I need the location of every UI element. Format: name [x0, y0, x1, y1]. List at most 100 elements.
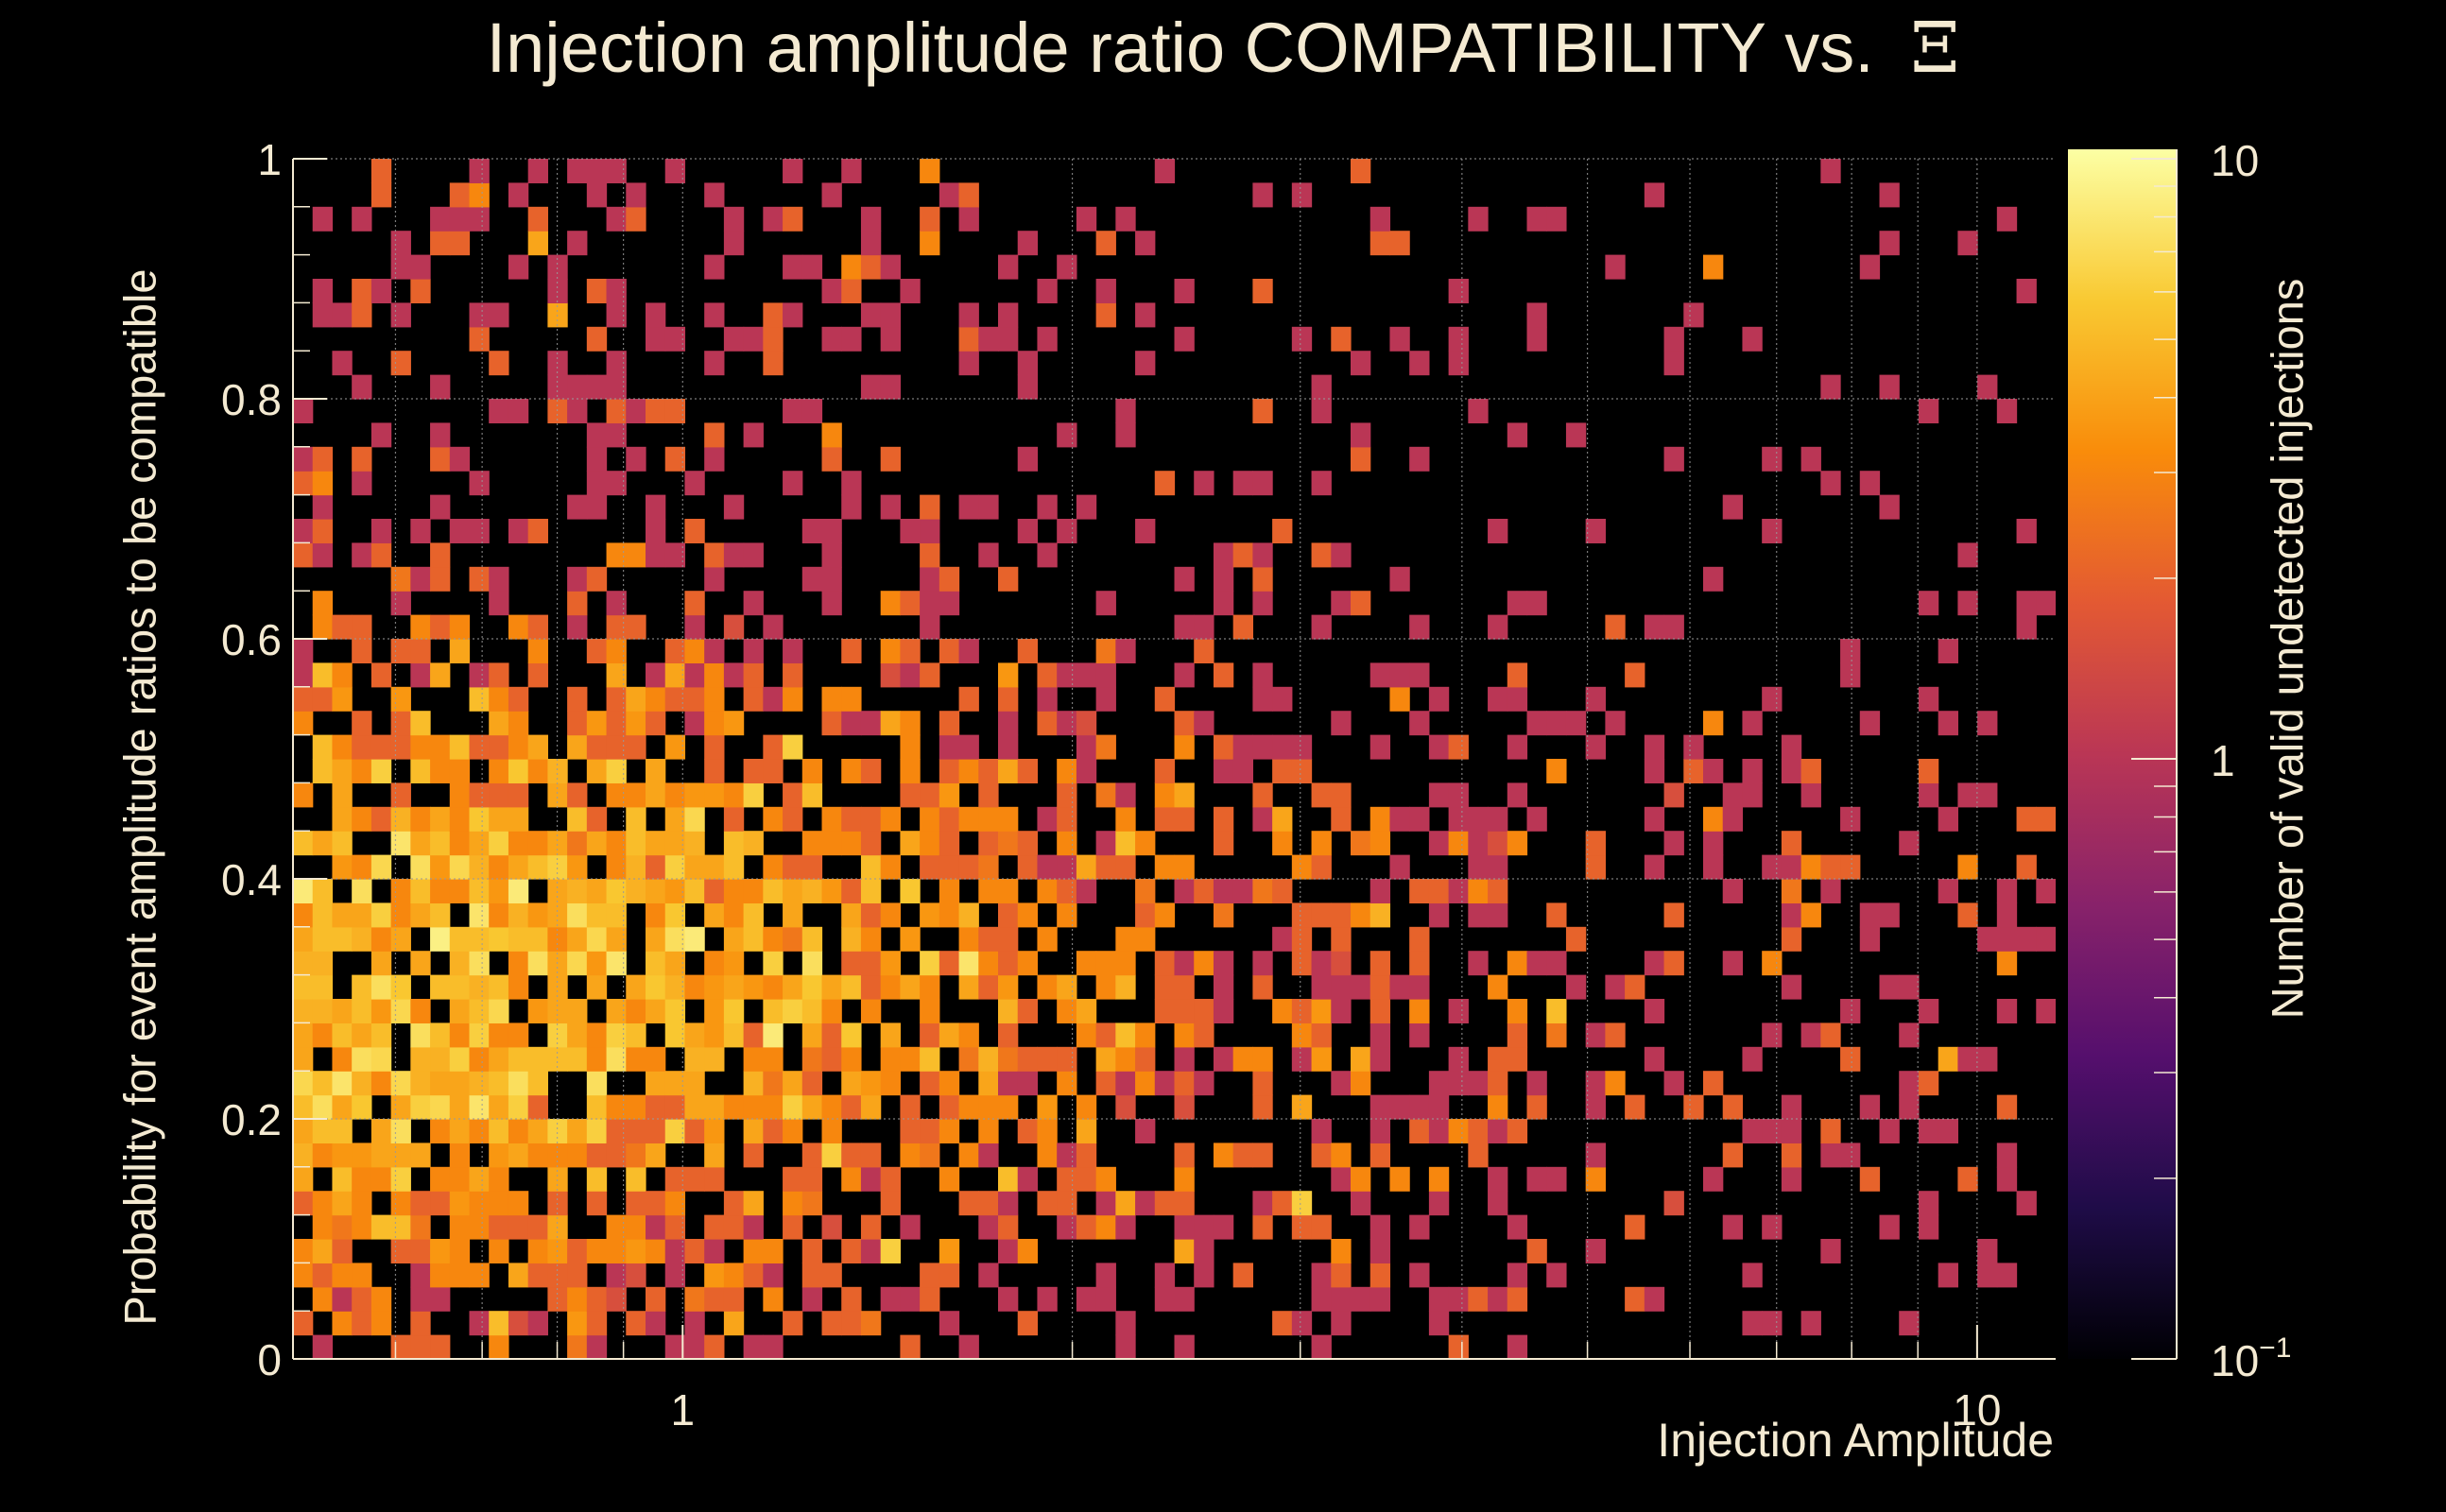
heatmap-cell: [958, 326, 979, 352]
heatmap-cell: [704, 734, 725, 760]
heatmap-cell: [920, 1143, 940, 1168]
heatmap-cell: [1331, 999, 1352, 1023]
heatmap-cell: [900, 831, 921, 856]
heatmap-cell: [527, 951, 548, 976]
heatmap-cell: [390, 831, 411, 856]
heatmap-cell: [664, 1263, 686, 1288]
heatmap-cell: [332, 1143, 353, 1168]
heatmap-cell: [527, 662, 548, 688]
heatmap-cell: [723, 951, 745, 976]
heatmap-cell: [312, 902, 334, 928]
heatmap-cell: [900, 1334, 921, 1359]
heatmap-cell: [1957, 902, 1978, 928]
heatmap-cell: [860, 231, 882, 256]
heatmap-cell: [783, 1214, 803, 1240]
heatmap-cell: [939, 759, 960, 783]
heatmap-cell: [293, 542, 314, 568]
heatmap-cell: [293, 399, 314, 423]
heatmap-cell: [489, 902, 509, 928]
heatmap-cell: [586, 494, 608, 520]
heatmap-cell: [1820, 854, 1841, 880]
heatmap-cell: [1017, 831, 1039, 856]
heatmap-cell: [1957, 1166, 1978, 1192]
heatmap-cell: [860, 759, 882, 783]
heatmap-cell: [1977, 374, 1998, 400]
heatmap-cell: [900, 1214, 921, 1240]
heatmap-cell: [390, 302, 411, 328]
heatmap-cell: [606, 782, 627, 808]
heatmap-cell: [1781, 759, 1802, 783]
heatmap-cell: [606, 1239, 627, 1263]
heatmap-cell: [763, 879, 784, 903]
heatmap-cell: [1252, 182, 1273, 208]
heatmap-cell: [860, 831, 882, 856]
heatmap-cell: [430, 614, 451, 640]
heatmap-cell: [293, 879, 314, 903]
heatmap-cell: [1428, 1119, 1450, 1143]
heatmap-cell: [1918, 1191, 1939, 1216]
heatmap-cell: [1369, 999, 1391, 1023]
heatmap-cell: [743, 1239, 764, 1263]
heatmap-cell: [664, 1094, 686, 1120]
heatmap-cell: [508, 1119, 529, 1143]
heatmap-cell: [332, 999, 353, 1023]
heatmap-cell: [1703, 806, 1724, 832]
heatmap-cell: [312, 926, 334, 952]
heatmap-cell: [370, 422, 392, 448]
heatmap-cell: [527, 206, 548, 232]
heatmap-cell: [370, 1071, 392, 1096]
heatmap-cell: [958, 639, 979, 663]
heatmap-cell: [684, 1286, 705, 1312]
heatmap-cell: [293, 1143, 314, 1168]
heatmap-cell: [1311, 471, 1332, 496]
heatmap-cell: [900, 519, 921, 543]
heatmap-cell: [646, 686, 666, 712]
heatmap-cell: [2036, 879, 2056, 903]
heatmap-cell: [684, 471, 705, 496]
heatmap-cell: [469, 806, 490, 832]
heatmap-cell: [1488, 831, 1508, 856]
heatmap-cell: [527, 159, 548, 183]
heatmap-cell: [1351, 974, 1371, 1000]
heatmap-cell: [1468, 206, 1489, 232]
heatmap-cell: [920, 854, 940, 880]
heatmap-cell: [1899, 1022, 1920, 1048]
heatmap-cell: [332, 831, 353, 856]
heatmap-cell: [1037, 1119, 1058, 1143]
heatmap-cell: [1017, 1239, 1039, 1263]
heatmap-cell: [1409, 614, 1430, 640]
heatmap-cell: [743, 831, 764, 856]
heatmap-cell: [723, 1094, 745, 1120]
heatmap-cell: [410, 1239, 431, 1263]
heatmap-cell: [1331, 806, 1352, 832]
heatmap-cell: [1311, 854, 1332, 880]
heatmap-cell: [880, 1022, 901, 1048]
heatmap-cell: [626, 734, 646, 760]
heatmap-cell: [1526, 1166, 1547, 1192]
heatmap-cell: [293, 1094, 314, 1120]
heatmap-cell: [1996, 926, 2018, 952]
heatmap-cell: [1507, 1286, 1528, 1312]
heatmap-cell: [1546, 1166, 1567, 1192]
heatmap-cell: [920, 831, 940, 856]
heatmap-cell: [606, 159, 627, 183]
heatmap-cell: [821, 1022, 842, 1048]
heatmap-cell: [1017, 854, 1039, 880]
heatmap-cell: [312, 1071, 334, 1096]
heatmap-cell: [1076, 879, 1097, 903]
heatmap-cell: [332, 1166, 353, 1192]
heatmap-cell: [1095, 1071, 1116, 1096]
heatmap-cell: [1095, 302, 1116, 328]
heatmap-cell: [723, 711, 745, 736]
heatmap-cell: [293, 1046, 314, 1072]
heatmap-cell: [370, 662, 392, 688]
heatmap-cell: [293, 1022, 314, 1048]
heatmap-cell: [1232, 759, 1253, 783]
heatmap-cell: [880, 1166, 901, 1192]
heatmap-cell: [1409, 951, 1430, 976]
heatmap-cell: [332, 806, 353, 832]
heatmap-cell: [723, 1286, 745, 1312]
heatmap-cell: [1526, 1239, 1547, 1263]
heatmap-cell: [723, 926, 745, 952]
heatmap-cell: [567, 159, 588, 183]
